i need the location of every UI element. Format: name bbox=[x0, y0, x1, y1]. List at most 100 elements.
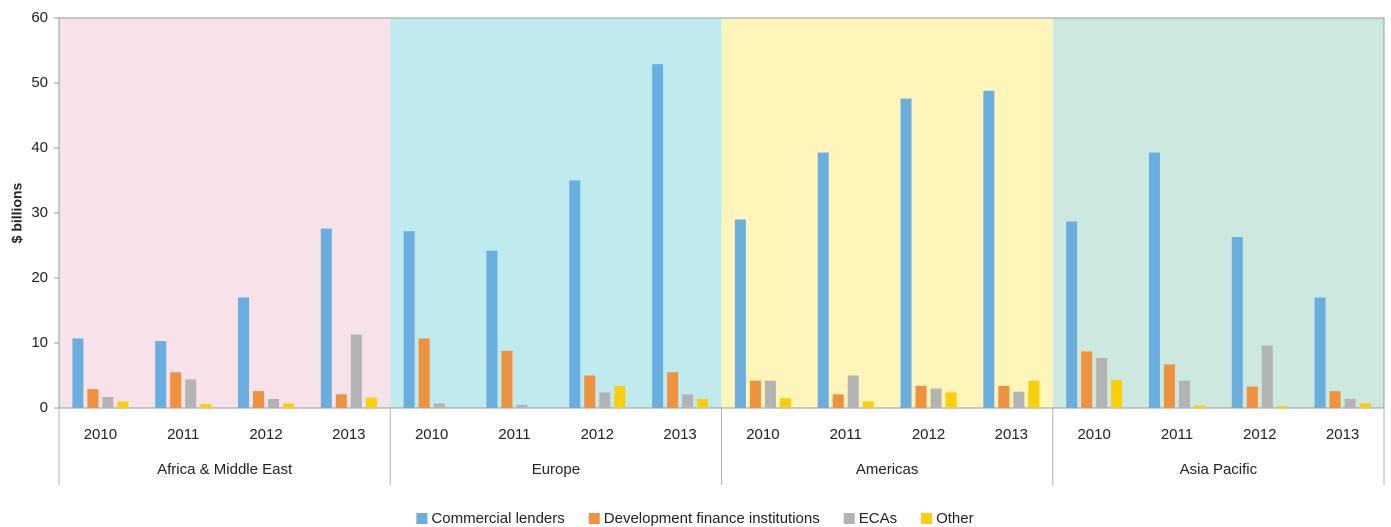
x-tick-label: 2012 bbox=[249, 426, 282, 443]
y-axis-title: $ billions bbox=[9, 182, 25, 243]
bar bbox=[253, 391, 265, 408]
bar bbox=[915, 385, 927, 408]
x-tick-label: 2013 bbox=[995, 426, 1028, 443]
bar bbox=[283, 403, 295, 408]
x-tick-label: 2011 bbox=[1161, 426, 1193, 443]
group-background bbox=[59, 18, 391, 408]
x-tick-label: 2013 bbox=[1326, 426, 1359, 443]
bar bbox=[945, 392, 957, 408]
bar bbox=[403, 231, 415, 408]
bar bbox=[697, 398, 709, 408]
bar bbox=[614, 385, 626, 408]
bar bbox=[1013, 391, 1025, 408]
bar bbox=[584, 375, 596, 408]
bar bbox=[185, 379, 197, 408]
bar bbox=[1329, 391, 1341, 408]
bar bbox=[320, 228, 332, 408]
x-tick-label: 2012 bbox=[1243, 426, 1276, 443]
group-label: Asia Pacific bbox=[1180, 461, 1258, 478]
legend-swatch bbox=[588, 513, 600, 524]
group-label: Europe bbox=[532, 461, 580, 478]
bar bbox=[983, 90, 995, 409]
legend-label: ECAs bbox=[859, 510, 897, 527]
bar bbox=[365, 397, 377, 408]
legend-label: Commercial lenders bbox=[431, 510, 564, 527]
bar bbox=[1111, 380, 1123, 408]
bar bbox=[1359, 403, 1371, 408]
x-tick-label: 2013 bbox=[663, 426, 696, 443]
bar bbox=[652, 64, 664, 409]
group-background bbox=[1052, 18, 1384, 408]
bar bbox=[117, 401, 129, 408]
bar bbox=[779, 398, 791, 408]
x-tick-label: 2011 bbox=[167, 426, 199, 443]
x-tick-label: 2011 bbox=[498, 426, 530, 443]
y-tick-label: 30 bbox=[31, 204, 48, 221]
bar bbox=[87, 389, 99, 408]
legend-swatch bbox=[416, 513, 428, 524]
y-tick-label: 10 bbox=[31, 334, 48, 351]
bar bbox=[847, 375, 859, 408]
bar bbox=[102, 396, 114, 408]
x-tick-label: 2010 bbox=[1077, 426, 1110, 443]
bar bbox=[170, 372, 182, 408]
bar bbox=[569, 180, 581, 408]
legend-swatch bbox=[843, 513, 855, 524]
legend-label: Other bbox=[936, 510, 974, 527]
bar bbox=[1096, 357, 1108, 408]
bar bbox=[682, 394, 694, 408]
x-tick-label: 2012 bbox=[912, 426, 945, 443]
bar bbox=[817, 152, 829, 408]
bar bbox=[1246, 386, 1258, 408]
bar bbox=[516, 404, 528, 408]
bar bbox=[433, 403, 445, 408]
legend-swatch bbox=[921, 513, 933, 524]
bar bbox=[501, 350, 513, 408]
y-tick-label: 60 bbox=[31, 9, 48, 26]
bar bbox=[268, 398, 280, 408]
bar bbox=[1178, 380, 1190, 408]
bar bbox=[486, 250, 498, 408]
bar bbox=[238, 297, 250, 408]
bar bbox=[862, 401, 874, 408]
bar bbox=[1261, 345, 1273, 408]
x-tick-label: 2011 bbox=[830, 426, 862, 443]
y-tick-label: 40 bbox=[31, 139, 48, 156]
x-tick-label: 2012 bbox=[581, 426, 614, 443]
group-label: Africa & Middle East bbox=[157, 461, 293, 478]
bar bbox=[832, 394, 844, 408]
bar bbox=[1314, 297, 1326, 408]
bar bbox=[200, 404, 212, 408]
legend-label: Development finance institutions bbox=[604, 510, 820, 527]
bar bbox=[335, 394, 347, 408]
bar bbox=[72, 338, 84, 408]
bar bbox=[599, 392, 611, 408]
bar bbox=[1081, 351, 1093, 408]
x-tick-label: 2010 bbox=[84, 426, 117, 443]
bar bbox=[1276, 406, 1288, 408]
x-tick-label: 2010 bbox=[415, 426, 448, 443]
bar bbox=[764, 380, 776, 408]
x-tick-label: 2013 bbox=[332, 426, 365, 443]
bar bbox=[1028, 380, 1040, 408]
y-tick-label: 50 bbox=[31, 74, 48, 91]
legend: Commercial lenders Development finance in… bbox=[416, 510, 974, 527]
bar bbox=[350, 334, 362, 408]
bar bbox=[1231, 237, 1243, 408]
group-background bbox=[721, 18, 1053, 408]
bar bbox=[998, 385, 1010, 408]
group-background bbox=[390, 18, 722, 408]
y-tick-label: 0 bbox=[40, 399, 48, 416]
x-tick-label: 2010 bbox=[746, 426, 779, 443]
bar bbox=[930, 388, 942, 408]
bar bbox=[155, 341, 167, 408]
y-tick-label: 20 bbox=[31, 269, 48, 286]
bar bbox=[749, 380, 761, 408]
group-label: Americas bbox=[856, 461, 919, 478]
bar bbox=[1066, 221, 1078, 408]
bar bbox=[667, 372, 679, 408]
bar bbox=[1163, 364, 1175, 408]
bar bbox=[418, 338, 430, 408]
bar bbox=[1148, 152, 1160, 408]
